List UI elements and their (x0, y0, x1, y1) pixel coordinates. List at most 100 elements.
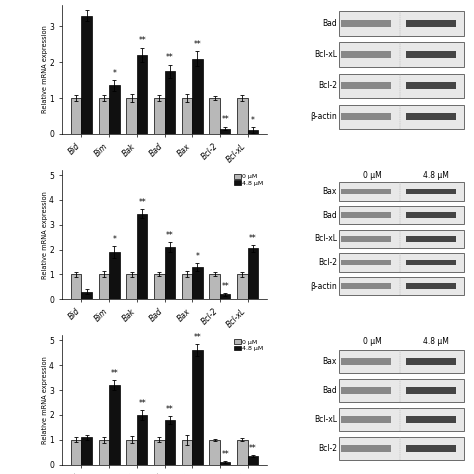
Bar (341, 283, 391, 289)
Bar (99, 274, 109, 299)
Bar (341, 82, 391, 89)
Text: **: ** (166, 405, 173, 414)
Bar (341, 189, 391, 194)
Bar (341, 445, 391, 452)
Bar (82, 16, 92, 134)
Bar (237, 440, 247, 465)
Text: Bad: Bad (322, 19, 337, 28)
Text: Bcl-xL: Bcl-xL (314, 50, 337, 59)
Text: **: ** (221, 282, 229, 291)
Bar (339, 182, 464, 201)
Bar (182, 98, 192, 134)
Text: Bcl-2: Bcl-2 (318, 444, 337, 453)
Text: Bax: Bax (323, 357, 337, 366)
Text: 0 μM: 0 μM (363, 171, 382, 180)
Bar (154, 440, 164, 465)
Bar (406, 82, 456, 89)
Bar (406, 189, 456, 194)
Bar (82, 292, 92, 299)
Bar (71, 98, 82, 134)
Bar (339, 206, 464, 224)
Bar (164, 420, 175, 465)
Text: Bad: Bad (322, 386, 337, 395)
Bar (339, 42, 464, 67)
Bar (339, 11, 464, 36)
Bar (406, 260, 456, 265)
Bar (220, 128, 230, 134)
Bar (339, 73, 464, 98)
Bar (126, 274, 137, 299)
Bar (339, 437, 464, 460)
Bar (247, 248, 258, 299)
Bar (154, 274, 164, 299)
Bar (99, 98, 109, 134)
Bar (406, 358, 456, 365)
Text: **: ** (193, 40, 201, 49)
Text: **: ** (221, 450, 229, 459)
Bar (99, 440, 109, 465)
Y-axis label: Relative mRNA expression: Relative mRNA expression (42, 356, 48, 444)
Bar (237, 98, 247, 134)
Bar (341, 358, 391, 365)
Text: *: * (112, 69, 116, 78)
Bar (154, 98, 164, 134)
Text: **: ** (249, 444, 256, 453)
Bar (164, 71, 175, 134)
Bar (406, 283, 456, 289)
Bar (237, 274, 247, 299)
Bar (406, 51, 456, 58)
Bar (339, 253, 464, 272)
Bar (339, 277, 464, 295)
Text: **: ** (221, 115, 229, 124)
Text: **: ** (138, 399, 146, 408)
Bar (71, 274, 82, 299)
Legend: 0 μM, 4.8 μM: 0 μM, 4.8 μM (234, 173, 264, 186)
Bar (182, 274, 192, 299)
Text: **: ** (110, 369, 118, 378)
Bar (82, 437, 92, 465)
Text: **: ** (193, 333, 201, 342)
Text: **: ** (138, 198, 146, 207)
Text: *: * (251, 116, 255, 125)
Y-axis label: Relative mRNA expression: Relative mRNA expression (42, 191, 48, 279)
Bar (406, 445, 456, 452)
Bar (109, 385, 119, 465)
Bar (406, 212, 456, 218)
Bar (247, 456, 258, 465)
Bar (192, 59, 203, 134)
Bar (164, 247, 175, 299)
Bar (339, 229, 464, 248)
Text: Bcl-2: Bcl-2 (318, 258, 337, 267)
Bar (192, 350, 203, 465)
Text: **: ** (249, 234, 256, 243)
Text: 4.8 μM: 4.8 μM (423, 171, 449, 180)
Bar (137, 415, 147, 465)
Text: **: ** (166, 53, 173, 62)
Bar (210, 98, 220, 134)
Text: Bcl-2: Bcl-2 (318, 81, 337, 90)
Bar (339, 379, 464, 402)
Legend: 0 μM, 4.8 μM: 0 μM, 4.8 μM (234, 338, 264, 352)
Text: **: ** (138, 36, 146, 46)
Bar (406, 20, 456, 27)
Text: β-actin: β-actin (310, 112, 337, 121)
Bar (341, 387, 391, 394)
Bar (137, 55, 147, 134)
Bar (339, 350, 464, 373)
Bar (109, 252, 119, 299)
Text: Bad: Bad (322, 210, 337, 219)
Bar (339, 105, 464, 129)
Bar (341, 236, 391, 242)
Text: Bax: Bax (323, 187, 337, 196)
Text: **: ** (166, 231, 173, 240)
Bar (406, 416, 456, 423)
Text: 4.8 μM: 4.8 μM (423, 337, 449, 346)
Bar (220, 462, 230, 465)
Bar (341, 416, 391, 423)
Bar (406, 113, 456, 120)
Bar (126, 98, 137, 134)
Bar (339, 408, 464, 431)
Text: β-actin: β-actin (310, 282, 337, 291)
Bar (220, 294, 230, 299)
Bar (247, 130, 258, 134)
